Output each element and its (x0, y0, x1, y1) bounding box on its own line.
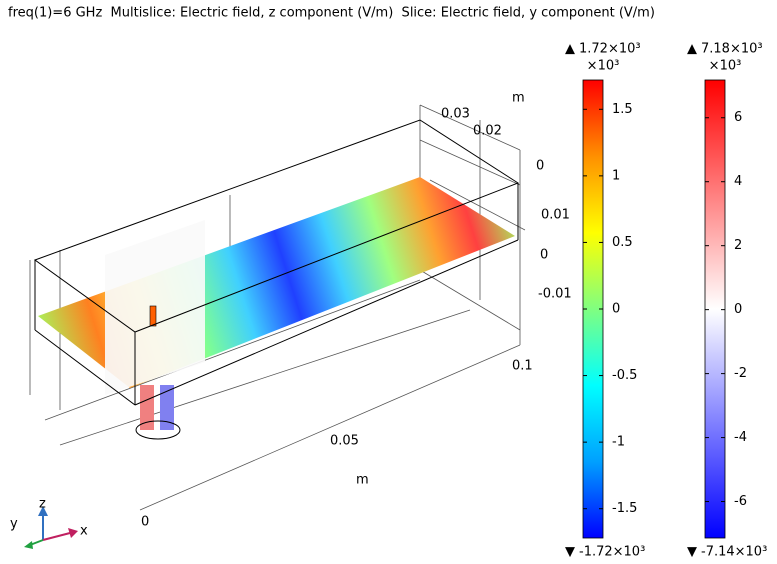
max-label: 1.72×10³ (579, 42, 641, 57)
tick-label: 1 (612, 168, 620, 183)
coax-base (135, 420, 181, 440)
tick-label: -4 (734, 430, 747, 445)
tick-label: -1 (612, 435, 625, 450)
max-marker: ▲ (687, 42, 697, 57)
triad-x (42, 532, 71, 541)
coax-red (140, 385, 154, 430)
triad-label: x (80, 524, 88, 539)
max-marker: ▲ (565, 42, 575, 57)
triad-y-head (24, 541, 33, 549)
axis-label: m (512, 91, 525, 106)
coax-blue (160, 385, 174, 430)
model-3d (29, 104, 526, 511)
axis-label: 0.03 (441, 107, 470, 122)
min-label: -7.14×10³ (701, 545, 767, 560)
triad-z-head (38, 506, 48, 516)
axis-label: 0.1 (512, 359, 533, 374)
tick-label: 1.5 (612, 102, 633, 117)
tick-label: -6 (734, 494, 747, 509)
axis-label: 0.05 (330, 434, 359, 449)
min-marker: ▼ (565, 545, 575, 560)
tick-label: 0 (734, 302, 742, 317)
tick-label: 2 (734, 238, 742, 253)
axis-label: 0.01 (541, 208, 570, 223)
axis-label: -0.01 (538, 287, 572, 302)
min-marker: ▼ (687, 545, 697, 560)
min-label: -1.72×10³ (579, 545, 645, 560)
axis-label: 0 (536, 159, 544, 174)
axis-label: 0 (141, 515, 149, 530)
triad-label: y (10, 517, 18, 532)
triad-x-head (68, 528, 78, 538)
feed (149, 305, 157, 327)
tick-label: 0.5 (612, 235, 633, 250)
tick-label: 4 (734, 174, 742, 189)
triad-label: z (39, 497, 46, 512)
tick-label: 6 (734, 110, 742, 125)
plot-title: freq(1)=6 GHz Multislice: Electric field… (8, 6, 655, 21)
axis-label: 0 (540, 248, 548, 263)
tick-label: -0.5 (612, 368, 637, 383)
multiplier: ×10³ (709, 59, 742, 74)
multiplier: ×10³ (587, 59, 620, 74)
tick-label: -2 (734, 366, 747, 381)
colorbar (704, 79, 726, 539)
axis-label: 0.02 (473, 124, 502, 139)
tick-label: 0 (612, 302, 620, 317)
axis-label: m (356, 473, 369, 488)
tick-label: -1.5 (612, 501, 637, 516)
max-label: 7.18×10³ (701, 42, 763, 57)
